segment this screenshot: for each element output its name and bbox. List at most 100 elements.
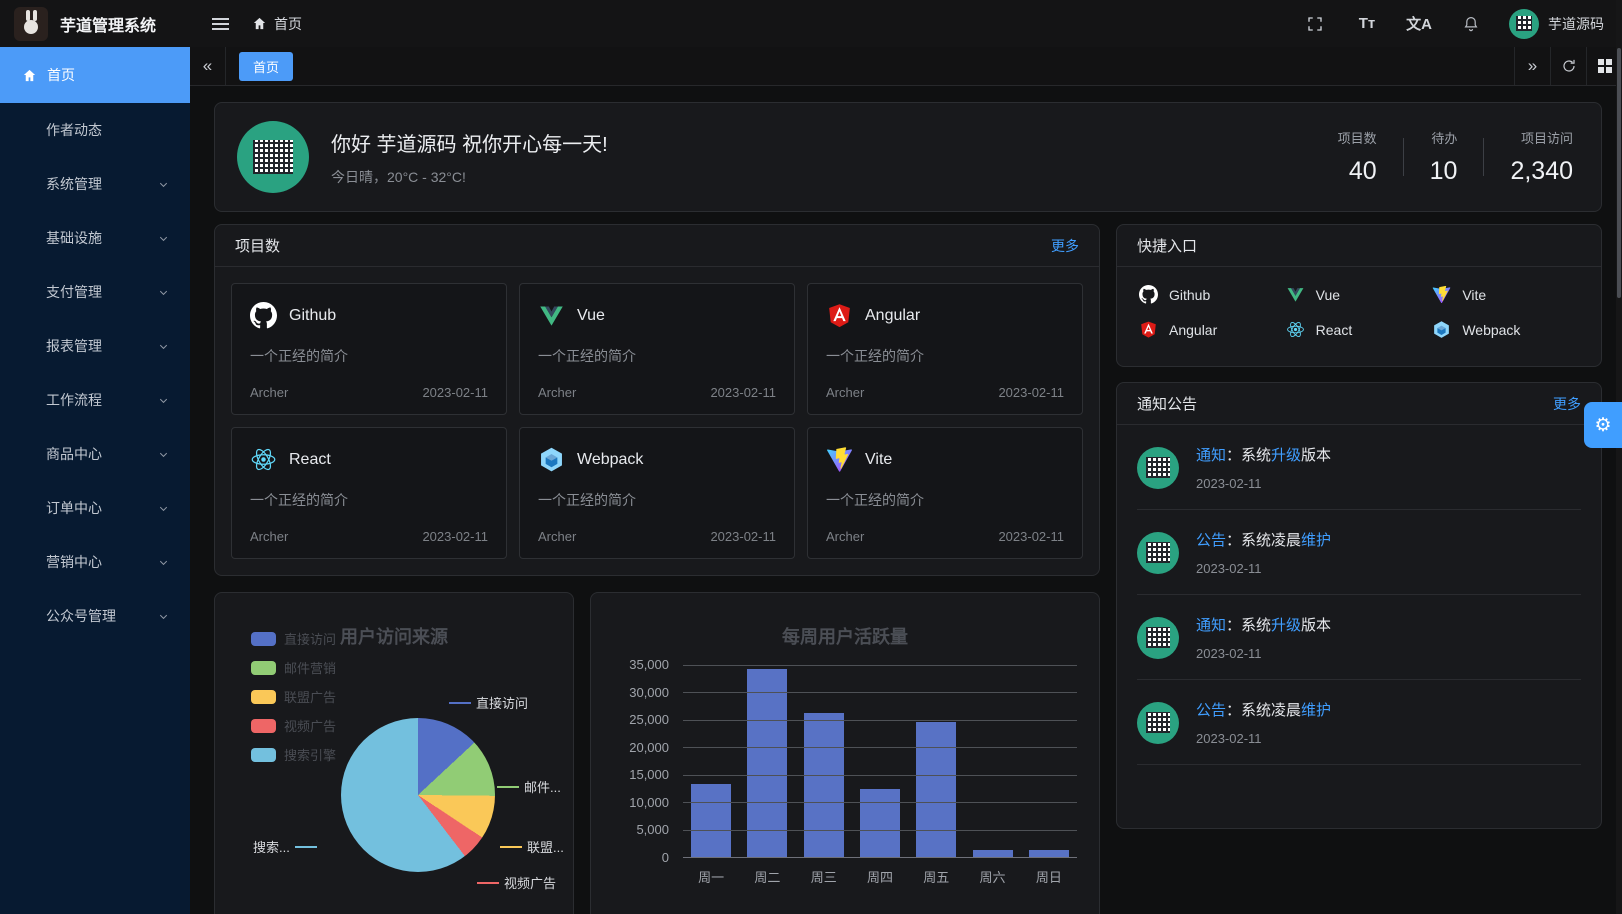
logo-area[interactable]: 芋道管理系统 — [0, 6, 190, 41]
notice-item[interactable]: 通知：系统升级版本 2023-02-11 — [1137, 595, 1581, 680]
legend-item[interactable]: 联盟广告 — [251, 687, 336, 706]
project-card[interactable]: Webpack 一个正经的简介 Archer 2023-02-11 — [519, 427, 795, 559]
projects-more-link[interactable]: 更多 — [1051, 237, 1079, 254]
sidebar-item-label: 首页 — [47, 67, 75, 83]
gridline — [683, 802, 1077, 804]
sidebar-item[interactable]: 报表管理 — [0, 319, 190, 373]
quick-link[interactable]: Github — [1139, 285, 1286, 304]
project-author: Archer — [250, 529, 289, 544]
project-description: 一个正经的简介 — [250, 348, 348, 364]
quick-link[interactable]: Vite — [1432, 285, 1579, 304]
user-menu[interactable]: 芋道源码 — [1509, 8, 1604, 39]
sidebar-item-label: 公众号管理 — [46, 608, 116, 624]
sidebar-item[interactable]: 基础设施 — [0, 211, 190, 265]
sidebar-item[interactable]: 系统管理 — [0, 157, 190, 211]
sidebar-item-home[interactable]: 首页 — [0, 47, 190, 103]
project-name: React — [289, 450, 331, 468]
vue-icon — [538, 302, 565, 329]
sidebar-item[interactable]: 工作流程 — [0, 373, 190, 427]
x-tick-label: 周五 — [923, 870, 950, 885]
shortcuts-grid: Github Vue Vite Angular React Webpack — [1117, 267, 1601, 357]
layout-button[interactable] — [1586, 47, 1622, 85]
project-card[interactable]: Angular 一个正经的简介 Archer 2023-02-11 — [807, 283, 1083, 415]
sidebar-item[interactable]: 公众号管理 — [0, 589, 190, 643]
bar-column[interactable] — [916, 721, 957, 857]
sidebar-item[interactable]: 订单中心 — [0, 481, 190, 535]
pie-chart-card: 用户访问来源 直接访问 邮件营销 联盟广告 视频广告 搜索引擎 直接访问 邮件... 联… — [214, 592, 574, 914]
bar-column[interactable] — [859, 788, 900, 857]
breadcrumb[interactable]: 首页 — [252, 14, 302, 34]
notice-title: 通知：系统升级版本 — [1196, 447, 1332, 464]
avatar — [1509, 8, 1539, 39]
pie-slice-label: 邮件... — [497, 777, 561, 796]
bar-y-axis: 35,000 30,000 25,000 20,000 15,000 10,000 5,00… — [607, 657, 669, 865]
fullscreen-button[interactable] — [1301, 10, 1329, 38]
legend-item[interactable]: 邮件营销 — [251, 658, 336, 677]
tabs-scroll-right-button[interactable]: » — [1514, 47, 1550, 85]
settings-button[interactable]: ⚙ — [1584, 402, 1622, 448]
bar-chart[interactable]: 35,000 30,000 25,000 20,000 15,000 10,000 5,00… — [607, 657, 1077, 886]
quick-link-label: Vite — [1462, 286, 1487, 303]
locale-button[interactable]: 文A — [1405, 10, 1433, 38]
notice-avatar — [1137, 701, 1179, 744]
quick-link[interactable]: Angular — [1139, 320, 1286, 339]
bar-chart-title: 每周用户活跃量 — [782, 627, 908, 647]
legend-item[interactable]: 视频广告 — [251, 716, 336, 735]
tabs-scroll-left-button[interactable]: « — [190, 47, 226, 85]
sidebar-item-label: 作者动态 — [46, 122, 102, 138]
bar-column[interactable] — [747, 668, 788, 857]
legend-item[interactable]: 直接访问 — [251, 629, 336, 648]
sidebar-item[interactable]: 支付管理 — [0, 265, 190, 319]
scrollbar-track[interactable] — [1616, 0, 1622, 914]
sidebar-collapse-button[interactable] — [206, 10, 234, 38]
quick-link-label: Vue — [1315, 286, 1341, 303]
sidebar-item-label: 商品中心 — [46, 446, 102, 462]
notices-card: 通知公告 更多 通知：系统升级版本 2023-02-11 公告：系统凌晨维护 2023… — [1116, 382, 1602, 829]
notice-item[interactable]: 公告：系统凌晨维护 2023-02-11 — [1137, 510, 1581, 595]
font-size-button[interactable]: Tт — [1353, 10, 1381, 38]
chevron-down-icon — [157, 610, 170, 623]
quick-link-label: Github — [1169, 286, 1211, 303]
refresh-button[interactable] — [1550, 47, 1586, 85]
project-name: Github — [289, 306, 337, 324]
sidebar-item[interactable]: 营销中心 — [0, 535, 190, 589]
chevron-down-icon — [157, 178, 170, 191]
legend-item[interactable]: 搜索引擎 — [251, 745, 336, 764]
project-card[interactable]: Github 一个正经的简介 Archer 2023-02-11 — [231, 283, 507, 415]
project-name: Vite — [865, 450, 893, 468]
pie-chart[interactable] — [341, 718, 495, 872]
greeting-stats: 项目数 40 待办 10 项目访问 2,340 — [1338, 128, 1573, 186]
greeting-subtitle: 今日晴，20°C - 32°C! — [331, 168, 466, 185]
navbar-left: 首页 — [190, 10, 302, 38]
sidebar-item[interactable]: 商品中心 — [0, 427, 190, 481]
quick-link[interactable]: React — [1286, 320, 1433, 339]
chevron-down-icon — [157, 340, 170, 353]
tab-home[interactable]: 首页 — [239, 51, 294, 81]
bar-column[interactable] — [803, 712, 844, 857]
bar-column[interactable] — [691, 784, 732, 857]
project-card[interactable]: Vite 一个正经的简介 Archer 2023-02-11 — [807, 427, 1083, 559]
home-icon — [22, 68, 37, 83]
quick-link[interactable]: Webpack — [1432, 320, 1579, 339]
bar-column[interactable] — [972, 849, 1013, 857]
x-tick-label: 周四 — [866, 870, 893, 885]
bar-chart-card: 每周用户活跃量 35,000 30,000 25,000 20,000 15,000 10… — [590, 592, 1100, 914]
quick-link-label: Webpack — [1462, 321, 1521, 338]
scrollbar-thumb[interactable] — [1617, 48, 1621, 298]
sidebar-item-label: 系统管理 — [46, 176, 102, 192]
x-tick-label: 周二 — [754, 870, 781, 885]
y-tick-label: 10,000 — [629, 794, 669, 810]
notice-item[interactable]: 通知：系统升级版本 2023-02-11 — [1137, 425, 1581, 510]
notification-button[interactable] — [1457, 10, 1485, 38]
react-icon — [250, 446, 277, 473]
quick-link[interactable]: Vue — [1286, 285, 1433, 304]
sidebar-item[interactable]: 作者动态 — [0, 103, 190, 157]
project-card[interactable]: Vue 一个正经的简介 Archer 2023-02-11 — [519, 283, 795, 415]
notices-more-link[interactable]: 更多 — [1553, 395, 1581, 412]
stat-divider — [1483, 138, 1485, 176]
chevron-down-icon — [157, 394, 170, 407]
layout-grid-icon — [1597, 59, 1604, 65]
bar-column[interactable] — [1028, 849, 1069, 857]
notice-item[interactable]: 公告：系统凌晨维护 2023-02-11 — [1137, 680, 1581, 765]
project-card[interactable]: React 一个正经的简介 Archer 2023-02-11 — [231, 427, 507, 559]
